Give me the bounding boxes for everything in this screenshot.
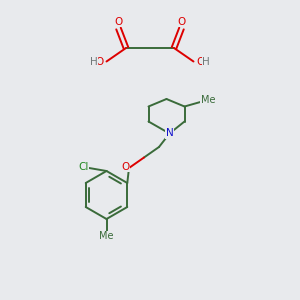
Text: N: N <box>166 128 173 139</box>
Text: O: O <box>196 56 204 67</box>
Text: O: O <box>177 17 186 27</box>
Text: Me: Me <box>99 231 114 242</box>
Text: Cl: Cl <box>78 161 88 172</box>
Text: H: H <box>202 56 210 67</box>
Text: O: O <box>121 161 130 172</box>
Text: O: O <box>114 17 123 27</box>
Text: Me: Me <box>201 95 215 105</box>
Text: H: H <box>90 56 98 67</box>
Text: O: O <box>96 56 104 67</box>
